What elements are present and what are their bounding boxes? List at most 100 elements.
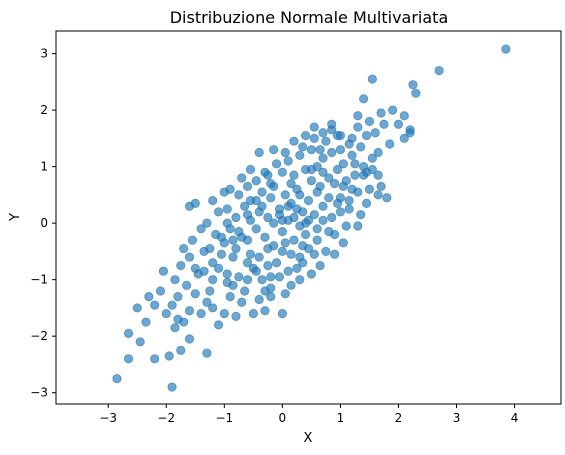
scatter-point bbox=[150, 300, 160, 310]
scatter-point bbox=[269, 145, 279, 155]
scatter-point bbox=[434, 65, 444, 76]
scatter-point bbox=[161, 308, 171, 319]
scatter-point bbox=[309, 249, 319, 259]
scatter-point bbox=[280, 190, 290, 200]
scatter-point bbox=[341, 221, 351, 231]
scatter-point bbox=[306, 145, 316, 155]
scatter-point bbox=[373, 190, 383, 200]
scatter-point bbox=[222, 204, 232, 214]
scatter-point bbox=[158, 266, 168, 276]
scatter-point bbox=[376, 181, 386, 192]
scatter-point bbox=[411, 88, 421, 98]
scatter-point bbox=[318, 201, 328, 211]
scatter-point bbox=[222, 269, 232, 279]
scatter-point bbox=[190, 263, 200, 273]
scatter-point bbox=[315, 145, 325, 155]
scatter-point bbox=[318, 167, 328, 177]
scatter-point bbox=[251, 224, 261, 234]
scatter-point bbox=[251, 266, 261, 276]
x-tick-label: 4 bbox=[511, 411, 519, 425]
scatter-point bbox=[408, 80, 418, 90]
scatter-point bbox=[344, 204, 354, 214]
scatter-point bbox=[306, 176, 316, 186]
scatter-point bbox=[228, 252, 238, 262]
scatter-point bbox=[170, 275, 180, 285]
scatter-point bbox=[321, 136, 331, 146]
scatter-point bbox=[225, 292, 235, 302]
scatter-point bbox=[176, 260, 186, 271]
scatter-point bbox=[321, 246, 331, 257]
scatter-point bbox=[254, 207, 264, 217]
x-tick-label: −1 bbox=[215, 411, 233, 425]
scatter-point bbox=[388, 105, 398, 115]
scatter-point bbox=[202, 297, 212, 307]
scatter-point bbox=[167, 382, 177, 392]
scatter-point bbox=[260, 232, 270, 242]
scatter-point bbox=[240, 201, 250, 211]
x-tick-label: −2 bbox=[157, 411, 175, 425]
scatter-point bbox=[222, 277, 232, 288]
scatter-point bbox=[399, 111, 409, 121]
scatter-point bbox=[263, 170, 273, 180]
scatter-point bbox=[347, 184, 357, 194]
scatter-point bbox=[318, 153, 328, 163]
scatter-point bbox=[318, 128, 328, 138]
scatter-point bbox=[123, 354, 134, 364]
scatter-point bbox=[179, 243, 189, 254]
y-tick-label: −1 bbox=[30, 273, 48, 287]
scatter-point bbox=[245, 249, 256, 259]
scatter-point bbox=[353, 111, 363, 121]
scatter-point bbox=[332, 198, 343, 208]
scatter-point bbox=[347, 133, 357, 143]
y-axis-label: Y bbox=[8, 213, 23, 222]
scatter-point bbox=[216, 249, 227, 259]
scatter-point bbox=[263, 243, 273, 254]
scatter-point bbox=[242, 258, 253, 268]
scatter-point bbox=[266, 193, 276, 203]
scatter-point bbox=[266, 272, 276, 282]
scatter-point bbox=[356, 142, 366, 152]
scatter-point bbox=[274, 272, 285, 282]
scatter-point bbox=[132, 303, 142, 313]
scatter-point bbox=[309, 210, 319, 220]
scatter-point bbox=[213, 263, 224, 273]
scatter-point bbox=[295, 275, 305, 285]
scatter-point bbox=[361, 198, 372, 208]
scatter-point bbox=[283, 201, 293, 211]
scatter-point bbox=[289, 136, 299, 146]
scatter-point bbox=[332, 130, 343, 141]
scatter-point bbox=[359, 94, 369, 104]
x-axis-label: X bbox=[304, 431, 313, 446]
scatter-point bbox=[361, 130, 372, 141]
scatter-point bbox=[205, 286, 215, 296]
scatter-point bbox=[208, 303, 218, 313]
scatter-point bbox=[234, 227, 244, 237]
scatter-point bbox=[327, 125, 337, 135]
scatter-point bbox=[292, 263, 302, 273]
scatter-point bbox=[208, 195, 218, 206]
scatter-point bbox=[335, 207, 346, 217]
scatter-point bbox=[280, 147, 290, 158]
y-tick-label: 0 bbox=[40, 216, 48, 230]
y-tick-label: −3 bbox=[30, 386, 48, 400]
scatter-point bbox=[370, 128, 380, 138]
scatter-point bbox=[306, 164, 316, 175]
scatter-point bbox=[164, 351, 174, 361]
scatter-point bbox=[338, 238, 348, 248]
scatter-point bbox=[295, 190, 305, 200]
scatter-point bbox=[257, 275, 267, 285]
scatter-point bbox=[150, 354, 160, 364]
scatter-point bbox=[364, 116, 375, 127]
scatter-point bbox=[338, 181, 348, 192]
scatter-point bbox=[373, 170, 383, 180]
y-tick-label: −2 bbox=[30, 329, 48, 343]
scatter-point bbox=[190, 198, 200, 208]
scatter-point bbox=[237, 173, 247, 183]
scatter-point bbox=[277, 227, 287, 237]
scatter-point bbox=[202, 218, 212, 228]
scatter-point bbox=[303, 215, 314, 225]
x-tick-label: 1 bbox=[337, 411, 345, 425]
scatter-point bbox=[356, 210, 366, 220]
x-tick-label: −3 bbox=[99, 411, 117, 425]
scatter-point bbox=[196, 308, 206, 319]
